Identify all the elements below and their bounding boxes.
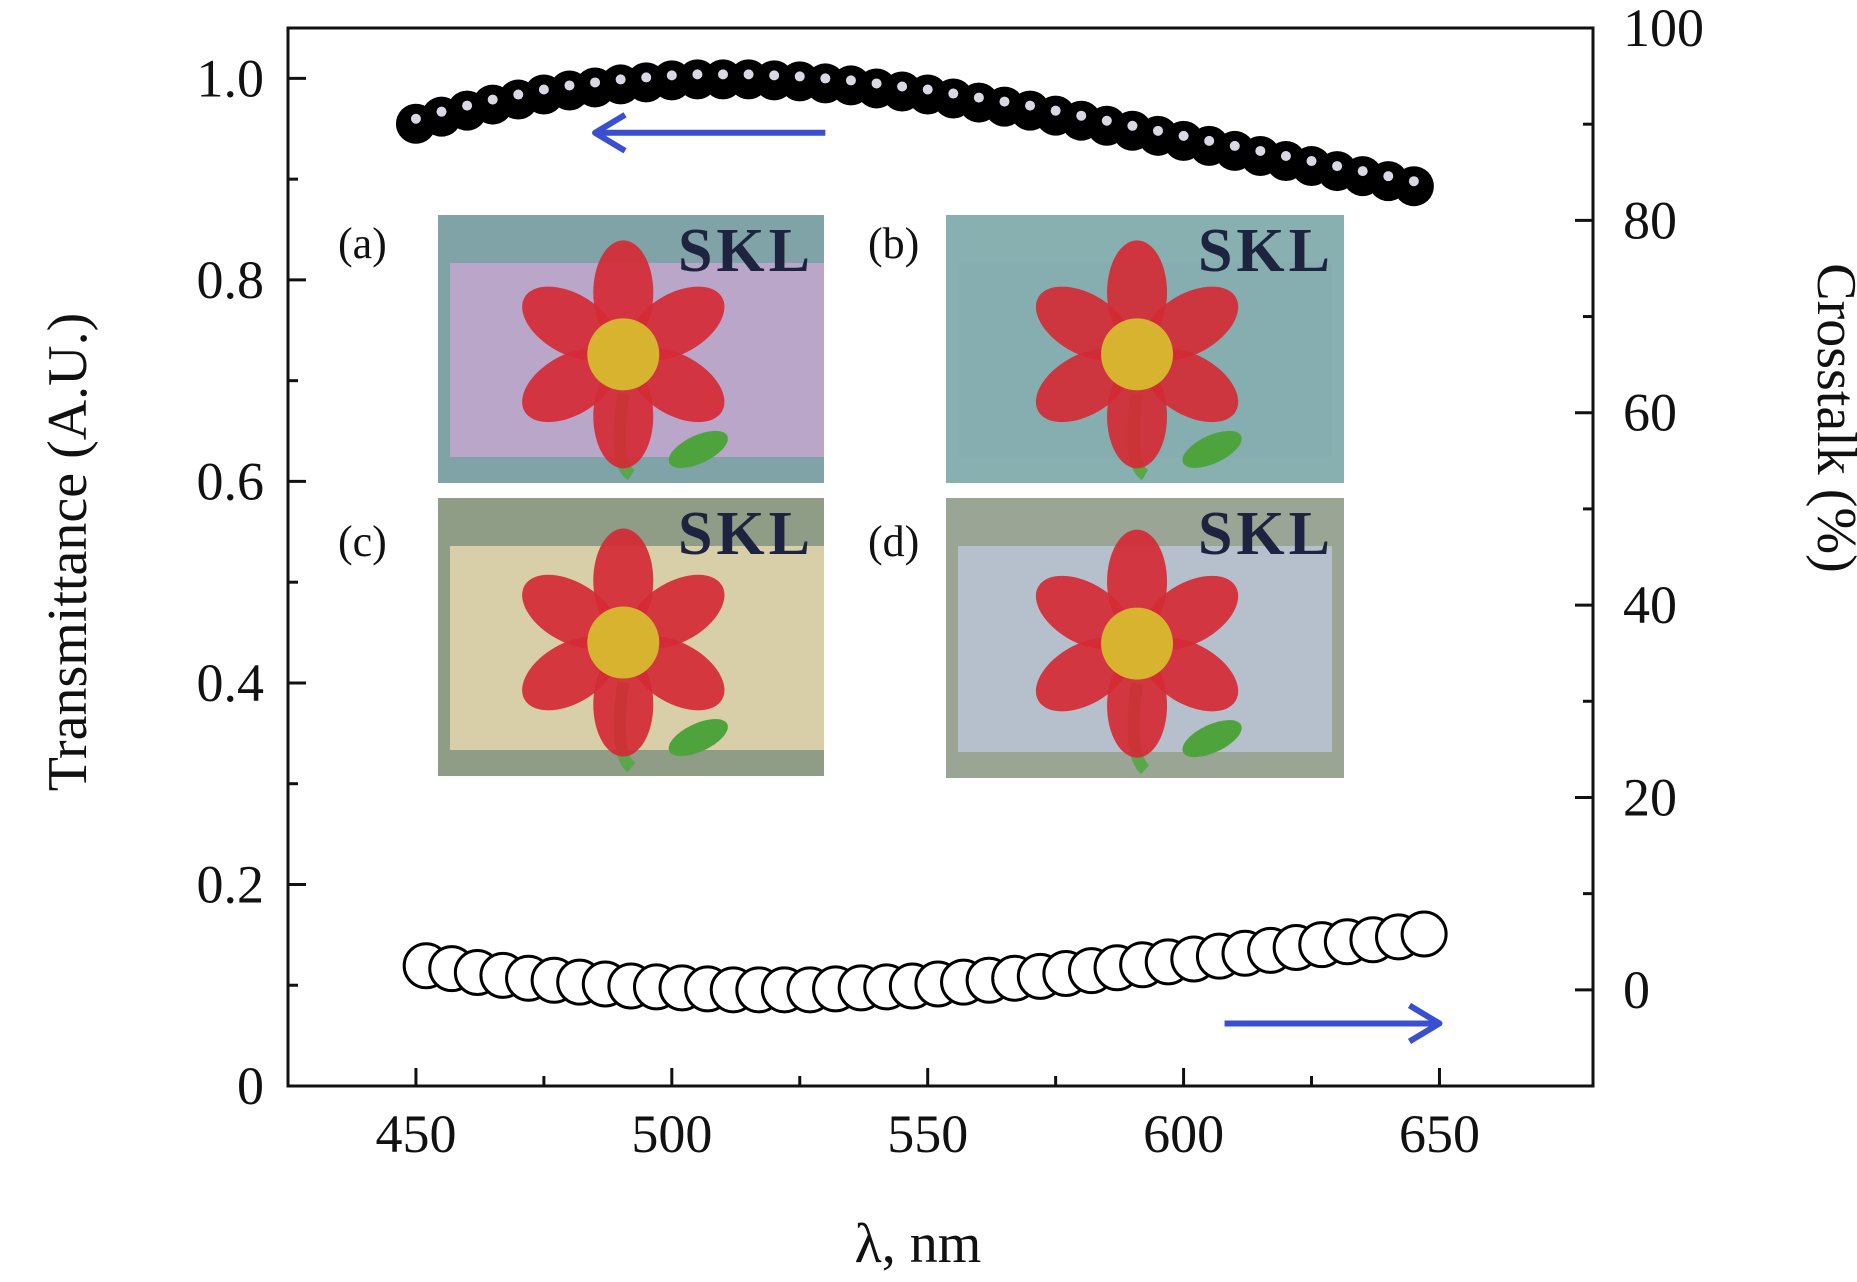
y-right-tick-label: 60 bbox=[1623, 383, 1677, 443]
point-highlight bbox=[590, 77, 601, 88]
point-highlight bbox=[1076, 110, 1087, 121]
crosstalk-series bbox=[402, 910, 1448, 1014]
point-highlight bbox=[1332, 161, 1343, 172]
inset-images: SKL (a) SKL (b) SKL (c) SKL (d) bbox=[338, 215, 1344, 778]
arrow-head bbox=[1407, 1002, 1443, 1045]
point-highlight bbox=[487, 94, 498, 105]
y-right-tick-label: 20 bbox=[1623, 767, 1677, 827]
point-highlight bbox=[1204, 135, 1215, 146]
inset-label: (d) bbox=[868, 517, 919, 566]
point-highlight bbox=[410, 113, 421, 124]
arrow-right-icon bbox=[1224, 1002, 1443, 1045]
point-highlight bbox=[871, 78, 882, 89]
transmittance-series bbox=[395, 59, 1434, 207]
point-highlight bbox=[462, 100, 473, 111]
flower-center bbox=[1101, 607, 1174, 680]
y-left-tick-label: 0.4 bbox=[197, 653, 265, 713]
flower-icon bbox=[522, 240, 728, 481]
flower-center bbox=[587, 606, 660, 679]
inset-panel: SKL (c) bbox=[338, 498, 824, 776]
point-highlight bbox=[922, 84, 933, 95]
point-highlight bbox=[513, 89, 524, 100]
inset-panel: SKL (a) bbox=[338, 215, 824, 483]
point-highlight bbox=[794, 71, 805, 82]
y-left-tick-label: 1.0 bbox=[197, 48, 265, 108]
y-right-tick-label: 80 bbox=[1623, 190, 1677, 250]
flower-leaf bbox=[1182, 720, 1242, 758]
arrow-left-icon bbox=[592, 112, 826, 154]
direction-arrows bbox=[592, 112, 1443, 1045]
x-tick-label: 500 bbox=[631, 1104, 712, 1164]
y-axis-right-title: Crosstalk (%) bbox=[1805, 263, 1857, 573]
y-right-tick-label: 40 bbox=[1623, 575, 1677, 635]
point-highlight bbox=[1229, 140, 1240, 151]
point-highlight bbox=[845, 75, 856, 86]
point-highlight bbox=[615, 74, 626, 85]
crosstalk-point bbox=[1400, 910, 1448, 958]
y-axis-left-title: Transmittance (A.U.) bbox=[37, 313, 99, 792]
inset-label: (c) bbox=[338, 517, 387, 566]
point-highlight bbox=[1306, 156, 1317, 167]
x-tick-label: 600 bbox=[1143, 1104, 1224, 1164]
point-highlight bbox=[1280, 151, 1291, 162]
inset-panel: SKL (b) bbox=[868, 215, 1344, 483]
point-highlight bbox=[1357, 166, 1368, 177]
y-left-tick-label: 0 bbox=[237, 1056, 264, 1116]
inset-label: (b) bbox=[868, 219, 919, 268]
y-left-tick-label: 0.2 bbox=[197, 854, 265, 914]
point-highlight bbox=[948, 88, 959, 99]
y-right-tick-label: 0 bbox=[1623, 960, 1650, 1020]
point-highlight bbox=[641, 72, 652, 83]
x-tick-label: 550 bbox=[887, 1104, 968, 1164]
plot-frame bbox=[286, 26, 1595, 1088]
tick-marks bbox=[288, 26, 1593, 1088]
point-highlight bbox=[999, 96, 1010, 107]
x-tick-label: 450 bbox=[375, 1104, 456, 1164]
point-highlight bbox=[1025, 100, 1036, 111]
point-highlight bbox=[897, 81, 908, 92]
x-tick-label: 650 bbox=[1399, 1104, 1480, 1164]
inset-skl-text: SKL bbox=[1198, 500, 1334, 568]
point-highlight bbox=[1408, 176, 1419, 187]
tick-labels: 450 500 550 600 650 0 0.2 0.4 0.6 0.8 1.0 0 20 40 60 80… bbox=[197, 0, 1705, 1164]
y-left-tick-label: 0.8 bbox=[197, 250, 265, 310]
point-highlight bbox=[1101, 115, 1112, 126]
inset-skl-text: SKL bbox=[678, 500, 814, 568]
point-highlight bbox=[1127, 120, 1138, 131]
y-right-tick-label: 100 bbox=[1623, 0, 1704, 58]
point-highlight bbox=[436, 106, 447, 117]
flower-leaf bbox=[668, 719, 728, 757]
flower-icon bbox=[522, 528, 728, 773]
flower-center bbox=[587, 318, 660, 391]
point-highlight bbox=[564, 80, 575, 91]
point-highlight bbox=[692, 69, 703, 80]
flower-leaf bbox=[1182, 430, 1242, 468]
flower-icon bbox=[1035, 529, 1242, 775]
flower-center bbox=[1101, 318, 1174, 391]
point-highlight bbox=[1153, 125, 1163, 136]
flower-leaf bbox=[668, 430, 728, 468]
point-highlight bbox=[973, 92, 984, 103]
series-layer bbox=[395, 59, 1448, 1014]
inset-panel: SKL (d) bbox=[868, 498, 1344, 778]
transmittance-point bbox=[1393, 166, 1434, 207]
point-highlight bbox=[1383, 171, 1394, 182]
point-highlight bbox=[666, 70, 677, 81]
flower-icon bbox=[1035, 240, 1242, 481]
inset-skl-text: SKL bbox=[678, 217, 814, 285]
point-highlight bbox=[718, 69, 728, 80]
point-highlight bbox=[743, 69, 754, 80]
point-highlight bbox=[1178, 130, 1189, 141]
y-left-tick-label: 0.6 bbox=[197, 451, 265, 511]
arrow-head bbox=[592, 112, 627, 154]
point-highlight bbox=[1050, 105, 1061, 116]
inset-skl-text: SKL bbox=[1198, 217, 1334, 285]
point-highlight bbox=[1255, 145, 1266, 156]
x-axis-title: λ, nm bbox=[855, 1213, 982, 1275]
point-highlight bbox=[538, 84, 549, 95]
point-highlight bbox=[769, 70, 780, 81]
point-highlight bbox=[820, 73, 831, 84]
inset-label: (a) bbox=[338, 219, 387, 268]
